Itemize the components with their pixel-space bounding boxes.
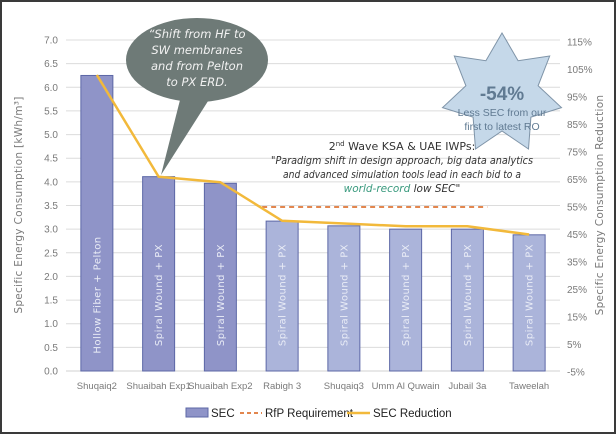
y2-tick-label: 85% <box>567 120 587 131</box>
y2-tick-label: 5% <box>567 340 582 351</box>
bubble-line-3: and from Pelton <box>151 59 243 73</box>
category-label: Shuaibah Exp1 <box>126 381 190 392</box>
y2-tick-label: 105% <box>567 65 593 76</box>
y2-tick-label: 25% <box>567 285 587 296</box>
note-line-1: "Paradigm shift in design approach, big … <box>271 155 533 167</box>
bubble-shape <box>161 98 210 175</box>
y2-tick-label: 75% <box>567 148 587 159</box>
bar-labels: Hollow Fiber + Pelton Spiral Wound + PX Sp… <box>92 236 535 353</box>
y2-tick-label: -5% <box>567 368 585 379</box>
legend-reduction-label: SEC Reduction <box>373 408 452 420</box>
y-tick-label: 0.5 <box>44 343 58 354</box>
y-tick-label: 1.5 <box>44 296 58 307</box>
bar-inner-label: Spiral Wound + PX <box>216 244 227 346</box>
legend-sec-swatch <box>185 407 209 418</box>
y2-tick-label: 45% <box>567 230 587 241</box>
bar-inner-label: Spiral Wound + PX <box>339 244 350 346</box>
category-label: Taweelah <box>509 381 549 392</box>
bar-inner-label: Spiral Wound + PX <box>463 244 474 346</box>
bar-inner-label: Spiral Wound + PX <box>401 244 412 346</box>
note-heading: 2nd Wave KSA & UAE IWPs: <box>329 140 476 153</box>
bar-rabigh-3 <box>265 220 299 372</box>
callout-bubble: “Shift from HF to SW membranes and from … <box>126 18 268 175</box>
y2-tick-label: 35% <box>567 258 587 269</box>
y-tick-label: 6.0 <box>44 83 58 94</box>
note-line-2: and advanced simulation tools lead in ea… <box>283 169 521 181</box>
bubble-line-1: “Shift from HF to <box>148 27 245 41</box>
bar-shuaibah-exp2 <box>203 182 237 372</box>
note-world-record: world-record <box>344 183 411 195</box>
y-tick-label: 2.0 <box>44 272 58 283</box>
bar-shuqaiq3 <box>327 225 361 372</box>
legend: SEC RfP Requirement SEC Reduction <box>185 407 452 420</box>
y-tick-label: 5.0 <box>44 130 58 141</box>
y-tick-label: 5.5 <box>44 106 58 117</box>
legend-item-rfp[interactable]: RfP Requirement <box>240 408 354 420</box>
legend-rfp-label: RfP Requirement <box>265 408 354 420</box>
bar-shuqaiq2 <box>80 74 114 372</box>
sec-reduction-line <box>95 74 530 236</box>
y-tick-label: 6.5 <box>44 59 58 70</box>
bar-inner-label: Spiral Wound + PX <box>525 244 536 346</box>
y2-tick-label: 115% <box>567 38 592 49</box>
bar-inner-label: Spiral Wound + PX <box>278 244 289 346</box>
bubble-line-2: SW membranes <box>151 43 242 57</box>
y-tick-label: 7.0 <box>44 36 58 47</box>
y2-axis-title: Specific Energy Consumption Reduction <box>594 95 606 316</box>
note-heading-sup: nd <box>336 140 345 148</box>
wave-note: 2nd Wave KSA & UAE IWPs: "Paradigm shift… <box>271 140 533 195</box>
note-heading-rest: Wave KSA & UAE IWPs: <box>345 140 476 153</box>
legend-item-reduction[interactable]: SEC Reduction <box>347 408 452 420</box>
legend-sec-label: SEC <box>211 408 235 420</box>
legend-item-sec[interactable]: SEC <box>185 407 235 420</box>
bar-jubail-3a <box>450 228 484 372</box>
star-shape <box>441 32 563 150</box>
lines <box>95 74 530 236</box>
bubble-line-4: to PX ERD. <box>166 75 227 89</box>
note-heading-prefix: 2 <box>329 140 336 153</box>
star-line-2: first to latest RO <box>464 121 539 133</box>
y-tick-label: 3.0 <box>44 225 58 236</box>
category-label: Shuqaiq3 <box>324 381 364 392</box>
bar-umm-al-quwain <box>389 228 423 372</box>
y-tick-label: 2.5 <box>44 248 58 259</box>
category-label: Shuqaiq2 <box>77 381 117 392</box>
bar-inner-label: Hollow Fiber + Pelton <box>92 236 103 353</box>
bars <box>80 74 546 372</box>
y2-tick-label: 55% <box>567 203 587 214</box>
category-label: Umm Al Quwain <box>372 381 440 392</box>
category-label: Shuaibah Exp2 <box>188 381 252 392</box>
category-label: Jubail 3a <box>448 381 487 392</box>
star-headline: -54% <box>480 84 524 105</box>
y-tick-label: 4.5 <box>44 154 58 165</box>
left-axis-ticks: 0.0 0.5 1.0 1.5 2.0 2.5 3.0 3.5 4.0 4.5 5.0 5.5 6.0 6… <box>44 36 58 378</box>
bar-shuaibah-exp1 <box>142 176 176 372</box>
y-tick-label: 3.5 <box>44 201 58 212</box>
y2-tick-label: 65% <box>567 175 587 186</box>
bar-taweelah <box>512 234 546 372</box>
y-axis-title: Specific Energy Consumption [kWh/m³] <box>13 96 25 313</box>
bubble-ellipse <box>126 18 268 102</box>
category-label: Rabigh 3 <box>263 381 301 392</box>
y2-tick-label: 95% <box>567 93 587 104</box>
star-badge: -54% Less SEC from our first to latest R… <box>441 32 563 150</box>
star-line-1: Less SEC from our <box>458 107 547 119</box>
bar-inner-label: Spiral Wound + PX <box>154 244 165 346</box>
y-tick-label: 4.0 <box>44 177 58 188</box>
right-axis-ticks: -5% 5% 15% 25% 35% 45% 55% 65% 75% 85% 95% 105% 115% <box>567 38 593 379</box>
y-tick-label: 0.0 <box>44 367 58 378</box>
y-tick-label: 1.0 <box>44 319 58 330</box>
note-line-3: world-record low SEC" <box>344 183 461 195</box>
note-line-3-rest: low SEC" <box>410 183 460 195</box>
y2-tick-label: 15% <box>567 313 587 324</box>
